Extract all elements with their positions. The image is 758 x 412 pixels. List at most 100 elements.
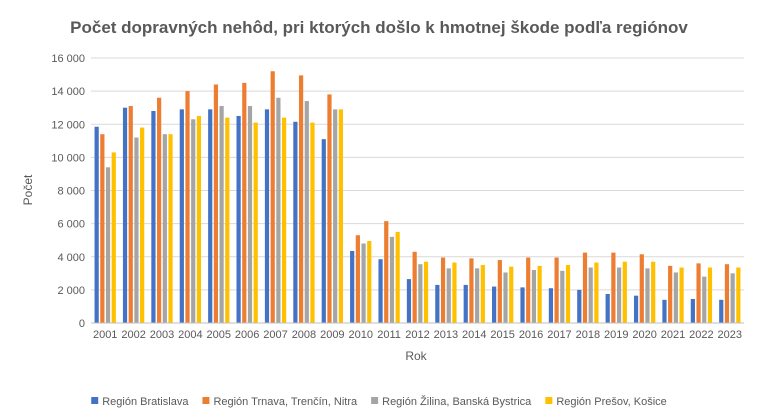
bar [469, 258, 474, 323]
x-tick-label: 2005 [207, 329, 231, 341]
bar [236, 115, 241, 323]
bar [355, 235, 360, 323]
bar [537, 265, 542, 323]
bar [418, 264, 423, 323]
bar [225, 117, 230, 323]
bar [213, 84, 219, 323]
bar [412, 251, 417, 323]
bar [452, 262, 457, 323]
bar [157, 97, 162, 323]
x-tick-label: 2010 [348, 329, 372, 341]
chart-title: Počet dopravných nehôd, pri ktorých došl… [70, 18, 688, 37]
x-tick-label: 2004 [178, 329, 202, 341]
bar [463, 284, 468, 323]
bar [105, 167, 111, 323]
x-tick-label: 2007 [263, 329, 287, 341]
bar [582, 252, 588, 323]
y-tick-label: 12 000 [51, 119, 85, 131]
bar [242, 82, 247, 323]
bar [378, 259, 383, 323]
bar [492, 286, 497, 323]
x-tick-label: 2020 [632, 329, 656, 341]
bar [196, 115, 202, 323]
bar [350, 250, 355, 323]
bar [605, 294, 610, 323]
x-tick-labels: 2001 2002 2003 2004 2005 2006 2007 2008 2009 2010… [93, 329, 742, 341]
bar [281, 117, 287, 323]
bar [673, 272, 678, 323]
bar [361, 243, 366, 323]
bar [264, 109, 270, 323]
bar [298, 75, 304, 323]
bar [333, 109, 338, 323]
y-tick-label: 0 [79, 318, 85, 330]
bar [389, 236, 395, 323]
x-tick-label: 2023 [718, 329, 742, 341]
bar [94, 126, 99, 323]
bar [168, 134, 173, 323]
bar [622, 261, 627, 323]
bar [446, 268, 451, 323]
bar [679, 267, 684, 323]
bar [276, 97, 281, 323]
bar [509, 266, 514, 323]
bar [111, 152, 116, 323]
x-tick-label: 2006 [235, 329, 259, 341]
bar [702, 276, 707, 323]
bar [730, 273, 735, 323]
x-tick-label: 2019 [604, 329, 628, 341]
legend: Región Bratislava Región Trnava, Trenčín,… [91, 395, 667, 408]
x-tick-label: 2009 [320, 329, 344, 341]
y-tick-label: 4 000 [57, 252, 85, 264]
bar [321, 139, 326, 323]
bar [662, 299, 667, 323]
bar [304, 101, 309, 323]
y-tick-label: 10 000 [51, 152, 85, 164]
bar [151, 111, 156, 323]
bar [475, 268, 480, 323]
bar [293, 121, 298, 323]
bar [191, 119, 196, 323]
x-tick-label: 2014 [462, 329, 486, 341]
bar [633, 295, 639, 323]
bar [395, 231, 400, 323]
bar [185, 91, 190, 323]
bar [435, 284, 440, 323]
x-tick-label: 2011 [377, 329, 401, 341]
bar [367, 241, 372, 323]
bar [338, 109, 343, 323]
x-tick-label: 2013 [434, 329, 458, 341]
x-tick-label: 2001 [93, 329, 117, 341]
bar [594, 262, 599, 323]
bar [611, 252, 616, 323]
bar [208, 109, 213, 323]
bar [423, 261, 429, 323]
bar [588, 267, 593, 323]
y-tick-label: 16 000 [51, 53, 85, 65]
x-tick-label: 2016 [519, 329, 543, 341]
bar [480, 265, 485, 323]
x-tick-label: 2015 [490, 329, 514, 341]
bar [668, 265, 673, 323]
x-tick-label: 2002 [121, 329, 145, 341]
bar [253, 122, 258, 323]
bar [497, 260, 502, 323]
bar [560, 270, 565, 323]
x-tick-label: 2003 [150, 329, 174, 341]
bar [651, 261, 656, 323]
bar [384, 221, 389, 323]
bar [162, 134, 167, 323]
bar [696, 263, 701, 323]
bar [520, 287, 525, 323]
bar [724, 264, 730, 323]
y-tick-label: 2 000 [57, 285, 85, 297]
y-axis-title: Počet [21, 174, 35, 205]
x-tick-label: 2012 [405, 329, 429, 341]
y-tick-label: 6 000 [57, 219, 85, 231]
bar [707, 267, 713, 323]
bar [639, 254, 644, 323]
bar [616, 267, 622, 323]
legend-label: Región Bratislava [102, 396, 189, 408]
legend-label: Región Prešov, Košice [556, 396, 666, 408]
